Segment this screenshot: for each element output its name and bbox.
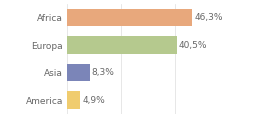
Text: 46,3%: 46,3% bbox=[195, 13, 223, 22]
Text: 40,5%: 40,5% bbox=[179, 41, 207, 50]
Bar bbox=[67, 36, 177, 54]
Text: 4,9%: 4,9% bbox=[83, 96, 105, 105]
Bar bbox=[67, 91, 80, 109]
Text: 8,3%: 8,3% bbox=[92, 68, 115, 77]
Bar bbox=[67, 9, 192, 27]
Bar bbox=[67, 64, 90, 81]
